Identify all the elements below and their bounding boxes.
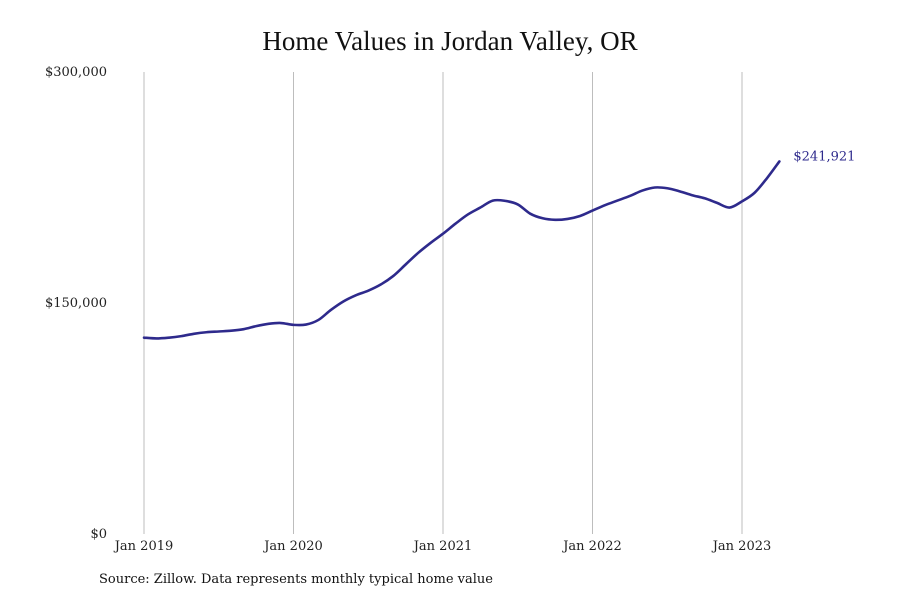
data-labels: $241,921 (793, 149, 855, 164)
source-note: Source: Zillow. Data represents monthly … (99, 572, 493, 587)
grid-lines (143, 72, 743, 534)
series-line (142, 160, 781, 340)
x-tick-label: Jan 2019 (113, 539, 174, 554)
y-axis: $0 $150,000 $300,000 (45, 65, 107, 542)
series-layer (142, 160, 781, 340)
x-tick-label: Jan 2022 (561, 539, 622, 554)
x-axis: Jan 2019 Jan 2020 Jan 2021 Jan 2022 Jan 2023 (113, 539, 772, 554)
chart-title: Home Values in Jordan Valley, OR (262, 26, 638, 56)
y-tick-label: $150,000 (45, 296, 107, 311)
end-value-label: $241,921 (793, 149, 855, 164)
x-tick-label: Jan 2021 (412, 539, 473, 554)
y-tick-label: $0 (90, 527, 107, 542)
x-tick-label: Jan 2020 (262, 539, 323, 554)
x-tick-label: Jan 2023 (711, 539, 772, 554)
y-tick-label: $300,000 (45, 65, 107, 80)
